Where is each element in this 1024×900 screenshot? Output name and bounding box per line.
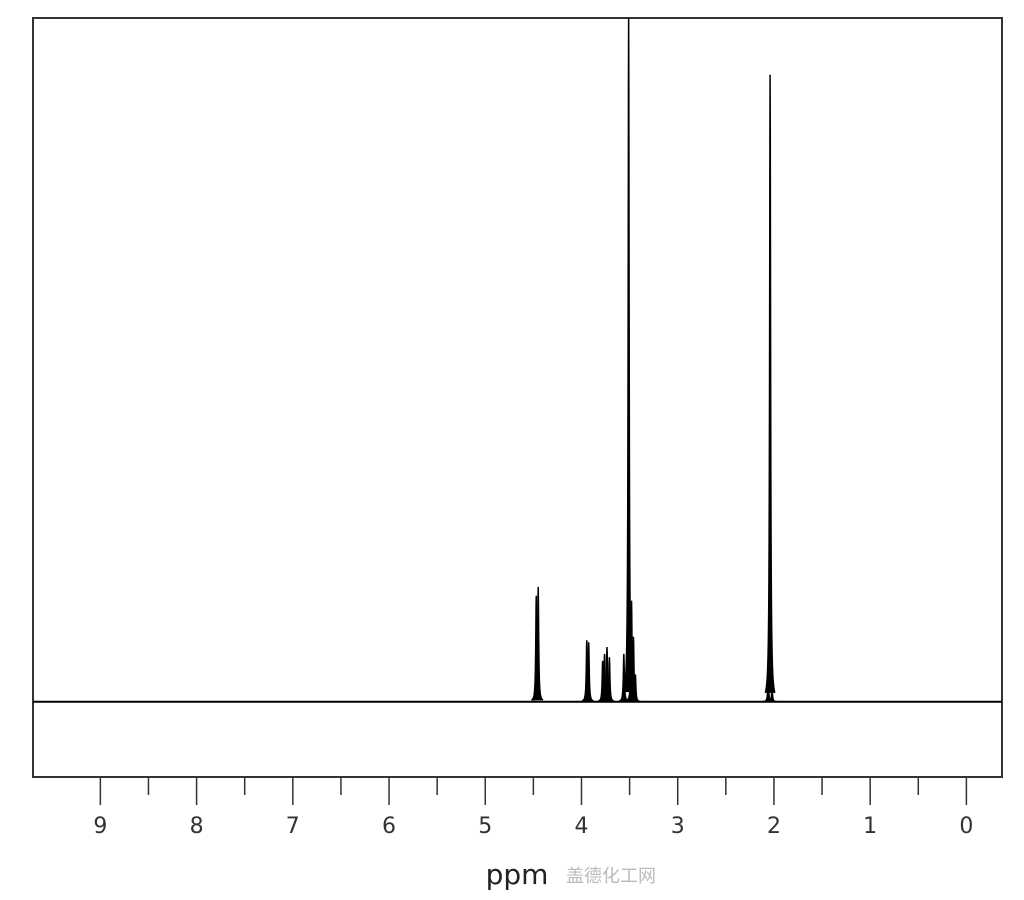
tick-label: 1	[863, 814, 877, 839]
tick-label: 5	[478, 814, 492, 839]
peaks	[531, 17, 777, 703]
tick-label: 4	[574, 814, 588, 839]
peak-7	[604, 657, 615, 702]
peak-12	[630, 674, 641, 703]
tick-label: 3	[671, 814, 685, 839]
x-axis-label: ppm	[486, 858, 549, 891]
peak-14	[764, 74, 776, 694]
tick-label: 2	[767, 814, 781, 839]
tick-label: 8	[190, 814, 204, 839]
tick-label: 7	[286, 814, 300, 839]
tick-label: 0	[959, 814, 973, 839]
peak-3	[583, 642, 594, 702]
tick-label: 9	[93, 814, 107, 839]
peak-1	[532, 586, 544, 701]
x-axis-tick-labels: 9 8 7 6 5 4 3 2 1 0	[93, 814, 973, 839]
peak-15	[767, 688, 777, 703]
tick-label: 6	[382, 814, 396, 839]
x-axis-ticks	[99, 777, 968, 805]
plot-frame	[32, 17, 1003, 778]
watermark: 盖德化工网	[566, 866, 656, 887]
